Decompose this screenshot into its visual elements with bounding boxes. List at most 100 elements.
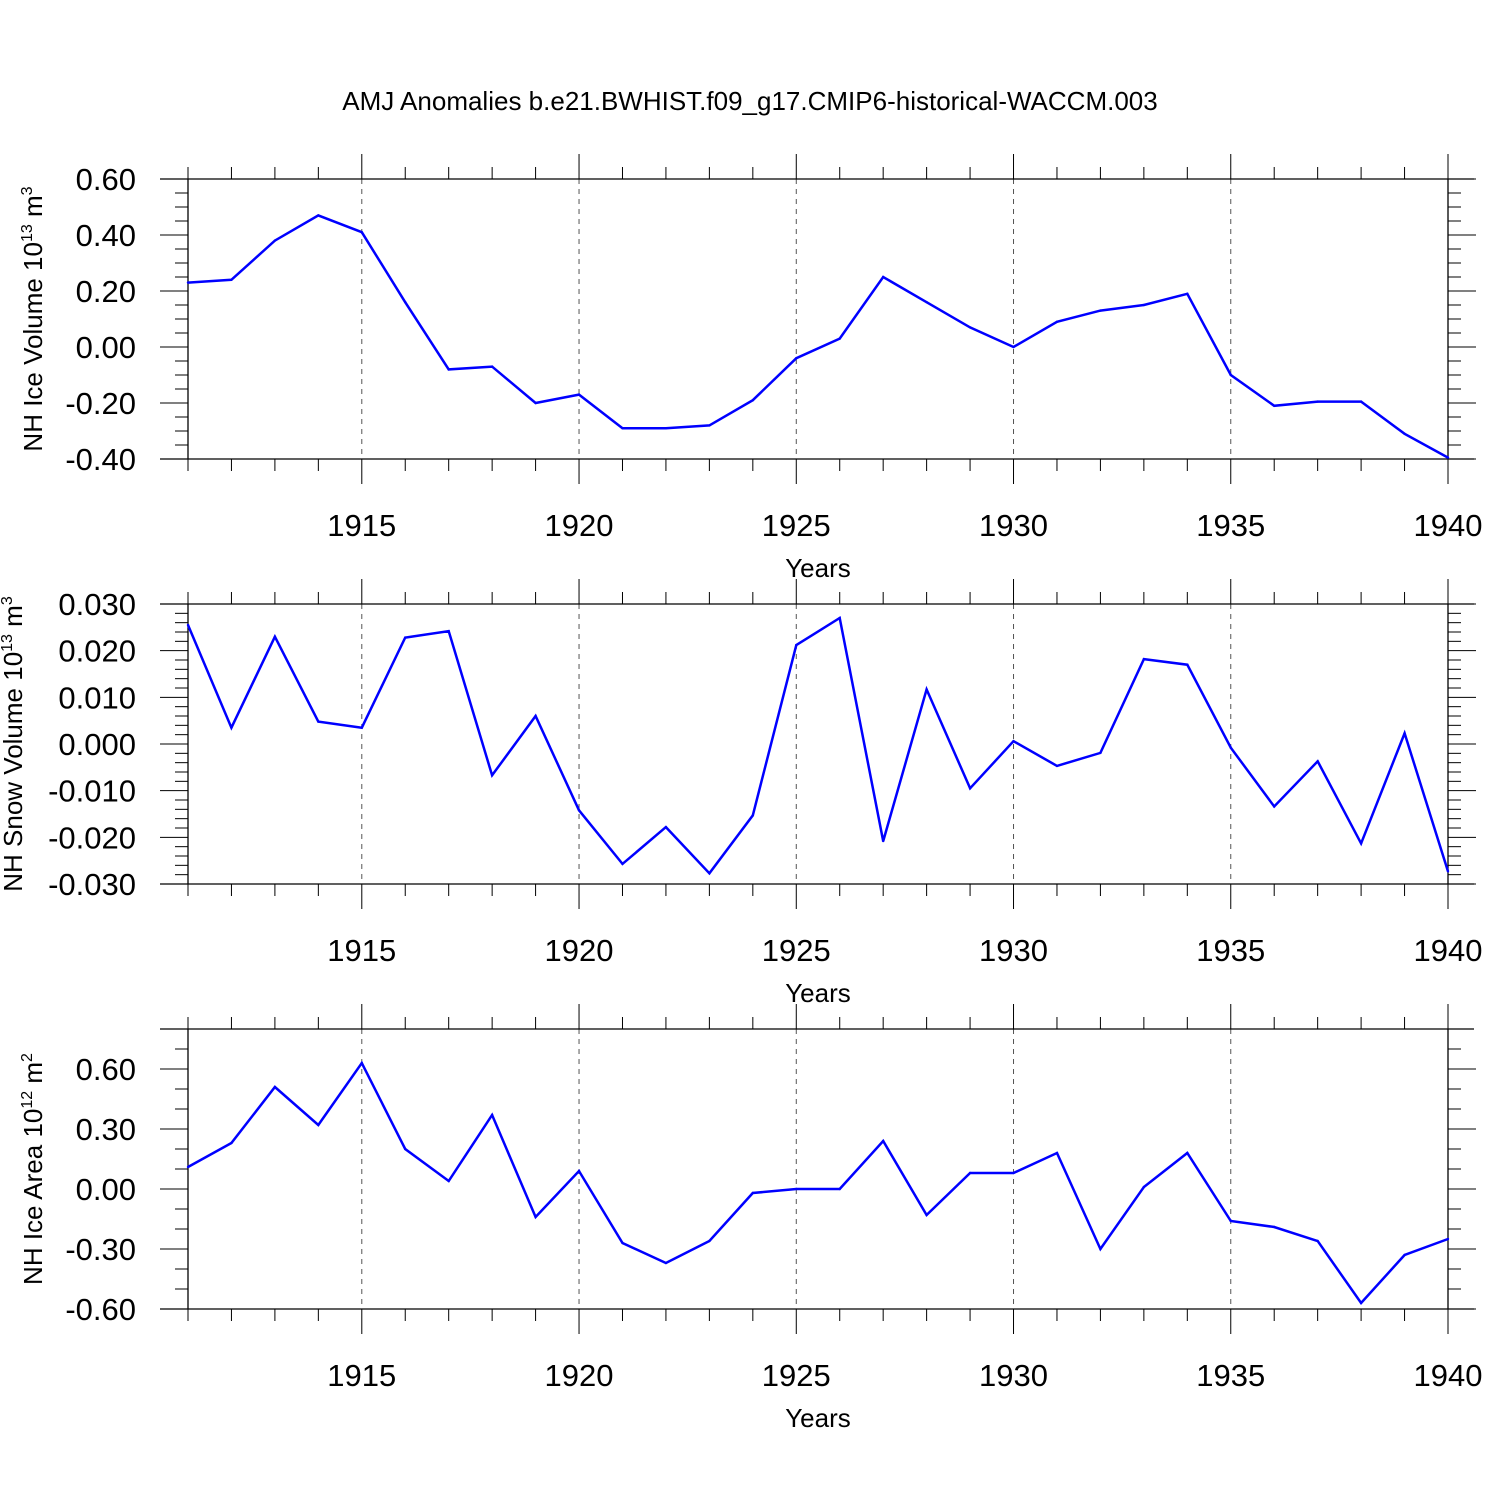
data-point [186, 281, 190, 284]
data-point [968, 787, 972, 790]
data-point [404, 636, 407, 639]
y-tick-label: 0.010 [58, 680, 136, 715]
y-tick-label: 0.00 [76, 330, 136, 365]
data-point [230, 726, 233, 729]
x-tick-label: 1915 [327, 933, 396, 968]
y-tick-label: 0.20 [76, 274, 136, 309]
data-point [881, 839, 885, 843]
data-point [1273, 805, 1276, 808]
y-tick-label: 0.00 [76, 1172, 136, 1207]
x-tick-label: 1940 [1414, 933, 1483, 968]
x-tick-label: 1930 [979, 1358, 1048, 1393]
y-tick-label: -0.30 [65, 1232, 136, 1267]
data-point [317, 1123, 320, 1127]
data-point [1055, 320, 1059, 323]
x-axis-label: Years [785, 1403, 851, 1433]
x-tick-label: 1920 [545, 933, 614, 968]
data-point [534, 1215, 537, 1219]
y-tick-label: 0.000 [58, 727, 136, 762]
data-point [1055, 764, 1059, 768]
data-point [447, 368, 450, 371]
y-tick-label: -0.60 [65, 1292, 136, 1327]
data-point [968, 1171, 972, 1175]
x-tick-label: 1940 [1414, 508, 1483, 543]
data-point [751, 399, 755, 402]
y-tick-label: -0.20 [65, 386, 136, 421]
y-tick-label: -0.020 [48, 820, 136, 855]
data-point [838, 616, 841, 620]
data-point [273, 635, 277, 638]
data-point [1012, 740, 1015, 743]
data-point [1099, 751, 1102, 755]
data-point [1142, 657, 1146, 661]
x-tick-label: 1925 [762, 1358, 831, 1393]
x-axis-label: Years [785, 978, 851, 1008]
y-tick-label: -0.40 [65, 442, 136, 477]
data-point [273, 239, 277, 242]
x-tick-label: 1925 [762, 508, 831, 543]
data-point [1229, 746, 1232, 749]
data-point [838, 1187, 841, 1191]
y-tick-label: 0.40 [76, 218, 136, 253]
data-point [664, 1261, 668, 1265]
x-tick-label: 1935 [1196, 933, 1265, 968]
data-point [621, 862, 624, 866]
data-point [621, 1241, 624, 1245]
data-point [925, 688, 928, 691]
data-point [1273, 1225, 1276, 1229]
data-point [1316, 1239, 1319, 1243]
data-point [1186, 1151, 1189, 1155]
data-point [404, 301, 407, 304]
data-point [621, 427, 624, 430]
data-point [317, 214, 320, 217]
data-point [1142, 303, 1146, 307]
y-axis-label: NH Ice Area 1012 m2 [18, 1053, 48, 1285]
data-point [838, 337, 841, 340]
data-point [1012, 1171, 1015, 1175]
data-point [1359, 1301, 1363, 1305]
data-point [1403, 1253, 1406, 1257]
data-point [577, 1169, 581, 1173]
data-point [751, 1191, 755, 1195]
y-tick-label: 0.30 [76, 1112, 136, 1147]
data-point [1316, 400, 1319, 403]
data-point [230, 278, 233, 281]
data-point [795, 1187, 798, 1191]
panel-1: -0.40 -0.20 0.00 0.20 0.40 0.60 1915 1920 1925 19… [18, 154, 1482, 583]
x-axis-label: Years [785, 553, 851, 583]
data-point [795, 643, 798, 647]
data-point [1446, 456, 1450, 459]
y-axis-label: NH Snow Volume 1013 m3 [0, 596, 28, 892]
data-point [1359, 842, 1363, 845]
x-tick-label: 1925 [762, 933, 831, 968]
data-point [881, 1139, 885, 1143]
series-line-1 [186, 615, 1450, 876]
figure-title: AMJ Anomalies b.e21.BWHIST.f09_g17.CMIP6… [342, 86, 1158, 116]
x-tick-label: 1915 [327, 1358, 396, 1393]
data-point [577, 393, 581, 396]
y-tick-label: 0.60 [76, 162, 136, 197]
data-point [925, 1213, 928, 1217]
x-tick-label: 1915 [327, 508, 396, 543]
x-tick-label: 1930 [979, 508, 1048, 543]
x-tick-label: 1940 [1414, 1358, 1483, 1393]
data-point [1012, 345, 1015, 349]
data-point [447, 629, 450, 633]
data-point [881, 275, 885, 279]
y-tick-label: -0.010 [48, 774, 136, 809]
data-point [360, 231, 363, 234]
data-point [1359, 400, 1363, 403]
data-point [1403, 732, 1406, 735]
data-point [230, 1141, 233, 1145]
data-point [1186, 292, 1189, 295]
panel-3: -0.60 -0.30 0.00 0.30 0.60 1915 1920 1925 1930 19… [18, 1004, 1482, 1433]
data-point [1316, 760, 1319, 763]
y-axis-label: NH Ice Volume 1013 m3 [18, 186, 48, 451]
data-point [317, 720, 320, 723]
series-line-1 [187, 1060, 1449, 1306]
data-point [534, 401, 537, 405]
data-point [534, 714, 537, 718]
data-point [447, 1179, 450, 1183]
data-point [1273, 404, 1276, 407]
